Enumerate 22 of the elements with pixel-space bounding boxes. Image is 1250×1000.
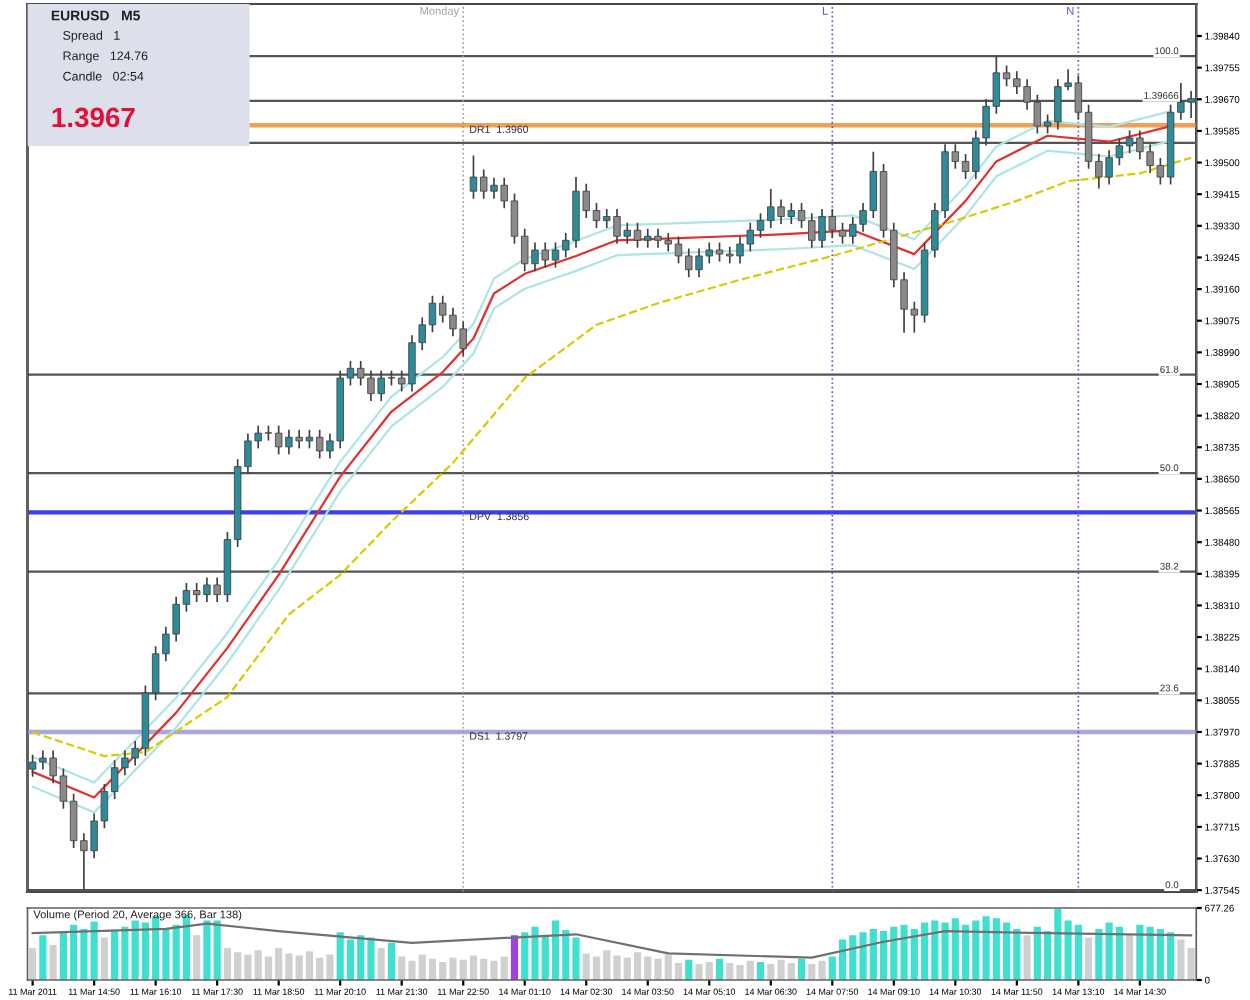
bar [1187,948,1195,980]
bar [100,937,108,980]
bar [1085,937,1093,980]
annotation: 1.3967 [52,107,135,128]
bar [90,921,98,980]
bar [1126,935,1134,980]
bar [377,948,385,980]
bar [685,959,693,980]
bar [39,935,47,980]
bar [756,961,765,980]
bar [510,935,519,980]
bar [1095,928,1103,980]
bar [715,958,724,980]
bar [797,958,806,980]
bar [193,935,201,980]
bar [1177,939,1185,980]
bar [49,944,57,980]
bar [387,942,396,980]
bar [1136,924,1144,980]
line-series [31,922,1193,959]
bar [1023,935,1031,980]
bar [29,948,37,980]
